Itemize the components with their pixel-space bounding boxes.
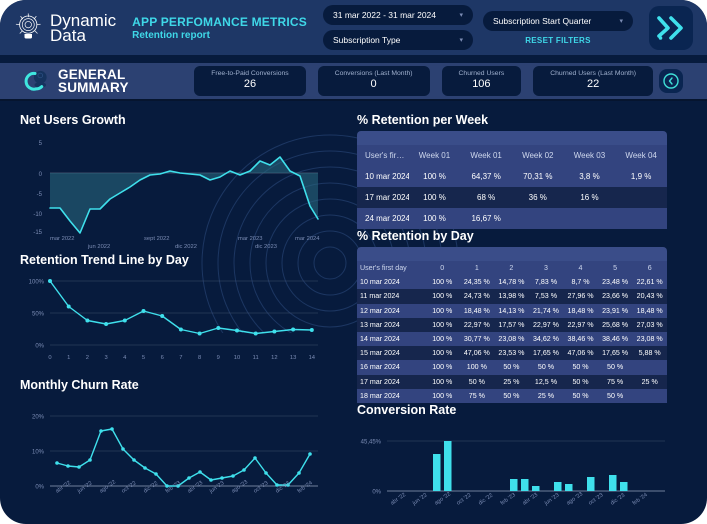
svg-text:jun 2022: jun 2022 — [87, 244, 110, 249]
svg-text:ago '23: ago '23 — [231, 479, 249, 494]
svg-text:45,45%: 45,45% — [361, 440, 382, 446]
svg-text:oct '22: oct '22 — [121, 480, 138, 494]
svg-text:5: 5 — [39, 141, 43, 147]
svg-text:jun '23: jun '23 — [543, 492, 561, 507]
svg-text:-15: -15 — [33, 230, 42, 236]
svg-text:50%: 50% — [32, 312, 45, 318]
svg-text:-10: -10 — [33, 212, 42, 218]
svg-text:dic '22: dic '22 — [143, 481, 160, 495]
svg-text:0%: 0% — [35, 344, 44, 350]
svg-text:20%: 20% — [32, 415, 45, 421]
svg-text:dic '22: dic '22 — [478, 493, 495, 507]
svg-text:jun '22: jun '22 — [76, 480, 94, 495]
svg-text:10%: 10% — [32, 450, 45, 456]
svg-text:sept 2022: sept 2022 — [144, 236, 169, 242]
svg-text:dic 2023: dic 2023 — [255, 244, 277, 249]
svg-text:0%: 0% — [372, 490, 381, 496]
svg-text:oct '23: oct '23 — [253, 480, 270, 494]
svg-text:-5: -5 — [37, 192, 43, 198]
svg-text:feb '23: feb '23 — [500, 492, 517, 506]
svg-text:ago '22: ago '22 — [434, 491, 452, 506]
svg-text:4: 4 — [123, 355, 127, 361]
svg-text:dic '23: dic '23 — [610, 493, 627, 507]
svg-text:dic '23: dic '23 — [275, 481, 292, 495]
svg-text:jun '22: jun '22 — [411, 492, 429, 507]
svg-text:11: 11 — [253, 355, 259, 361]
svg-text:12: 12 — [271, 355, 277, 361]
svg-text:abr '23: abr '23 — [187, 480, 204, 495]
svg-text:10: 10 — [234, 355, 240, 361]
svg-text:mar 2022: mar 2022 — [50, 236, 75, 242]
svg-text:dic 2022: dic 2022 — [175, 244, 197, 249]
svg-text:ago '23: ago '23 — [566, 491, 584, 506]
svg-text:0: 0 — [48, 355, 51, 361]
svg-text:0: 0 — [39, 172, 43, 178]
svg-text:ago '22: ago '22 — [99, 479, 117, 494]
svg-text:13: 13 — [290, 355, 296, 361]
svg-text:feb '24: feb '24 — [632, 492, 649, 506]
svg-text:5: 5 — [142, 355, 145, 361]
svg-text:oct '23: oct '23 — [588, 492, 605, 506]
svg-text:jun '23: jun '23 — [208, 480, 226, 495]
svg-text:abr '22: abr '22 — [390, 492, 407, 507]
svg-text:8: 8 — [198, 355, 201, 361]
svg-text:100%: 100% — [29, 280, 45, 286]
svg-text:6: 6 — [161, 355, 164, 361]
svg-text:feb '24: feb '24 — [297, 480, 314, 494]
svg-text:abr '22: abr '22 — [55, 480, 72, 495]
svg-text:mar 2023: mar 2023 — [238, 236, 263, 242]
svg-text:1: 1 — [67, 355, 70, 361]
svg-text:oct '22: oct '22 — [456, 492, 473, 506]
svg-text:feb '23: feb '23 — [165, 480, 182, 494]
svg-text:7: 7 — [179, 355, 182, 361]
svg-text:2: 2 — [86, 355, 89, 361]
svg-text:14: 14 — [309, 355, 316, 361]
svg-text:abr '23: abr '23 — [522, 492, 539, 507]
svg-text:mar 2024: mar 2024 — [295, 236, 320, 242]
svg-text:0%: 0% — [35, 485, 44, 491]
svg-text:3: 3 — [104, 355, 107, 361]
svg-text:9: 9 — [217, 355, 220, 361]
